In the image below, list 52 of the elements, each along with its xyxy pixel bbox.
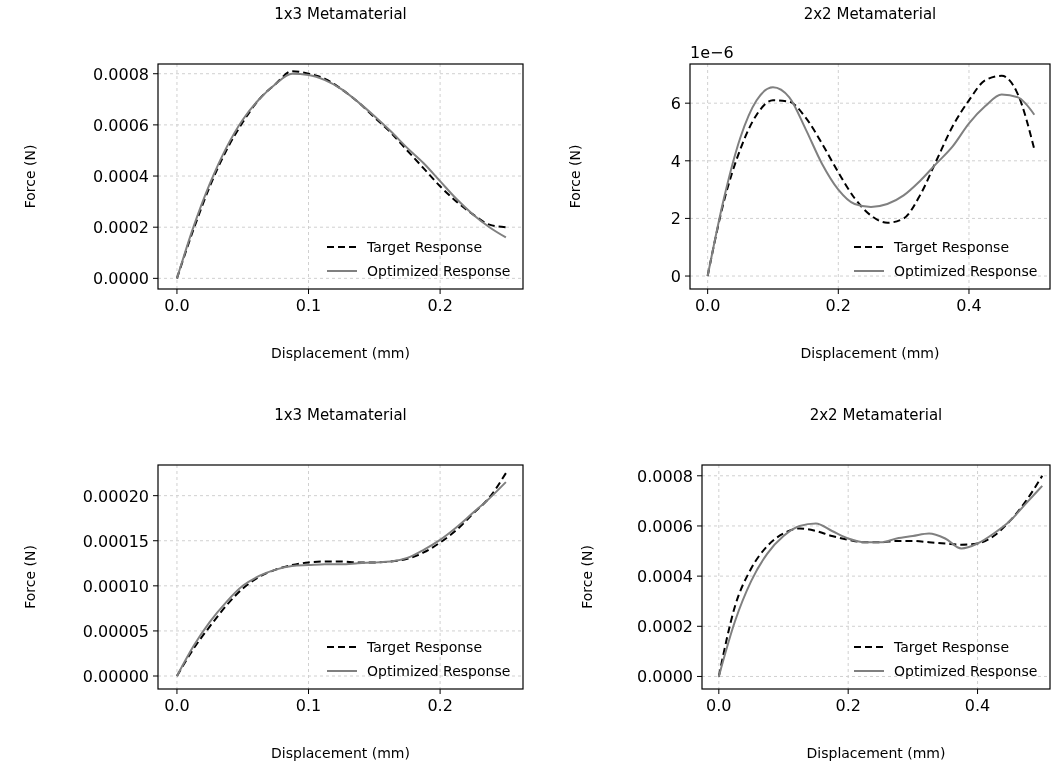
x-tick-label: 0.0 xyxy=(694,296,721,315)
x-axis-title: Displacement (mm) xyxy=(800,345,940,361)
y-tick-label: 0.00015 xyxy=(82,531,149,551)
y-tick-label: 0.0002 xyxy=(93,218,149,238)
x-tick-label: 0.1 xyxy=(295,296,322,315)
x-tick-label: 0.1 xyxy=(295,696,322,715)
y-tick-label: 0.0004 xyxy=(93,167,149,187)
y-tick-label: 0.0008 xyxy=(93,64,149,84)
y-tick-label: 0.0002 xyxy=(637,617,693,637)
y-tick-label: 0.0006 xyxy=(637,516,693,536)
y-tick-label: 4 xyxy=(670,151,681,171)
y-axis-title: Force (N) xyxy=(579,545,595,609)
x-axis-title: Displacement (mm) xyxy=(806,745,946,761)
x-tick-label: 0.2 xyxy=(427,296,453,315)
x-axis-title: Displacement (mm) xyxy=(271,745,410,761)
x-axis-title: Displacement (mm) xyxy=(271,345,410,361)
chart-title: 1x3 Metamaterial xyxy=(274,5,407,23)
x-tick-label: 0.2 xyxy=(835,696,861,715)
chart-title: 2x2 Metamaterial xyxy=(803,5,937,23)
y-tick-label: 0.0000 xyxy=(93,269,149,289)
y-tick-label: 0 xyxy=(670,267,681,287)
y-axis-title: Force (N) xyxy=(22,144,38,209)
y-tick-label: 0.0000 xyxy=(637,667,693,687)
legend-label: Target Response xyxy=(366,239,483,255)
x-tick-label: 0.4 xyxy=(956,296,982,315)
legend-label: Target Response xyxy=(893,639,1010,655)
legend-label: Target Response xyxy=(893,239,1010,255)
x-tick-label: 0.4 xyxy=(964,696,991,715)
legend-label: Optimized Response xyxy=(894,663,1038,679)
x-tick-label: 0.0 xyxy=(164,696,190,715)
y-tick-label: 0.0006 xyxy=(93,115,149,135)
y-axis-title: Force (N) xyxy=(22,545,38,609)
x-tick-label: 0.0 xyxy=(164,296,190,315)
y-tick-label: 6 xyxy=(670,94,681,114)
y-tick-label: 0.0008 xyxy=(637,466,693,486)
x-tick-label: 0.2 xyxy=(825,296,852,315)
y-tick-label: 0.00010 xyxy=(82,576,149,596)
y-tick-label: 2 xyxy=(670,209,681,229)
chart-title: 2x2 Metamaterial xyxy=(809,406,943,424)
chart-title: 1x3 Metamaterial xyxy=(274,406,407,424)
legend-label: Optimized Response xyxy=(367,263,511,279)
text: 1e−6 xyxy=(690,43,734,62)
legend-label: Optimized Response xyxy=(367,663,511,679)
y-axis-title: Force (N) xyxy=(567,144,583,209)
y-tick-label: 0.00000 xyxy=(82,667,149,687)
legend-label: Target Response xyxy=(366,639,483,655)
legend-label: Optimized Response xyxy=(894,263,1038,279)
y-tick-label: 0.0004 xyxy=(637,567,693,587)
y-tick-label: 0.00005 xyxy=(82,621,149,641)
x-tick-label: 0.0 xyxy=(706,696,732,715)
x-tick-label: 0.2 xyxy=(427,696,453,715)
y-tick-label: 0.00020 xyxy=(82,486,149,506)
